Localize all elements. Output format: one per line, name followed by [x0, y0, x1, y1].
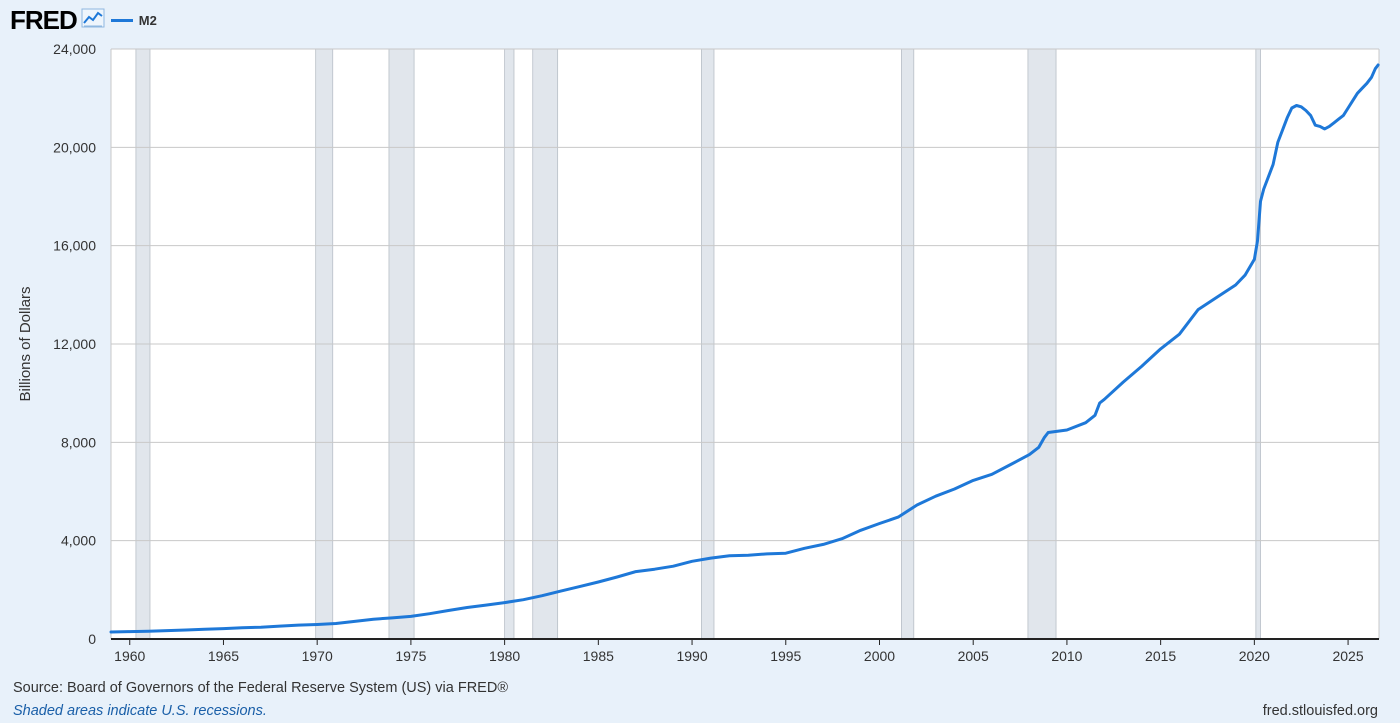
- x-tick-label: 2020: [1239, 648, 1270, 664]
- x-tick-label: 1960: [114, 648, 145, 664]
- chart-header: FRED M2: [10, 5, 157, 35]
- x-tick-label: 1990: [676, 648, 707, 664]
- legend-label: M2: [138, 12, 157, 28]
- grid-lines: [110, 48, 1380, 639]
- y-tick-label: 4,000: [61, 533, 96, 549]
- x-tick-label: 2025: [1332, 648, 1363, 664]
- y-tick-label: 0: [88, 631, 96, 647]
- chart-legend: M2: [110, 12, 157, 28]
- y-tick-label: 20,000: [53, 139, 96, 155]
- source-note: Source: Board of Governors of the Federa…: [13, 680, 509, 696]
- y-tick-label: 24,000: [53, 41, 96, 57]
- x-tick-label: 1970: [302, 648, 333, 664]
- series-layer: [109, 63, 1380, 634]
- x-tick-label: 2015: [1145, 648, 1176, 664]
- x-tick-label: 1995: [770, 648, 801, 664]
- site-url[interactable]: fred.stlouisfed.org: [1262, 703, 1378, 719]
- legend-swatch: [110, 18, 133, 22]
- x-tick-label: 1985: [583, 648, 614, 664]
- x-tick-label: 1975: [395, 648, 426, 664]
- fred-logo[interactable]: FRED: [10, 5, 78, 35]
- line-graph-icon: [81, 8, 105, 33]
- y-tick-label: 12,000: [53, 336, 96, 352]
- x-tick-label: 1980: [489, 648, 520, 664]
- x-tick-label: 2000: [864, 648, 895, 664]
- x-tick-label: 2005: [958, 648, 989, 664]
- y-tick-label: 16,000: [53, 238, 96, 254]
- x-tick-label: 1965: [208, 648, 239, 664]
- series-line-m2: [109, 63, 1380, 634]
- x-axis: 1960 1965 1970 1975 1980 1985 1990 1995 2000 2005…: [111, 638, 1379, 664]
- recession-note: Shaded areas indicate U.S. recessions.: [13, 703, 267, 719]
- y-tick-label: 8,000: [61, 434, 96, 450]
- y-axis-title: Billions of Dollars: [17, 286, 34, 401]
- y-axis: 0 4,000 8,000 12,000 16,000 20,000 24,000: [53, 41, 96, 647]
- x-tick-label: 2010: [1051, 648, 1082, 664]
